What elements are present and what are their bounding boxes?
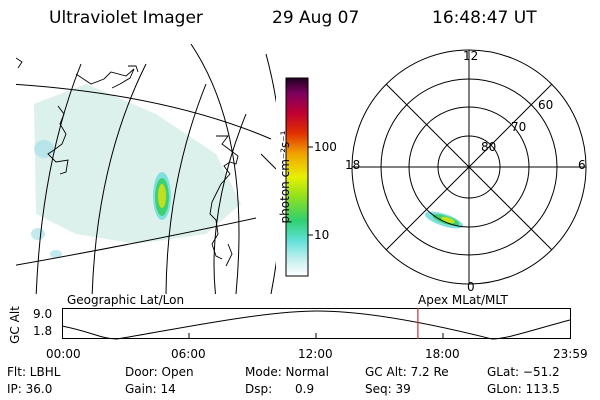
glat-label: GLat: −51.2 (487, 365, 560, 379)
timeline-y-axis-label: GC Alt (7, 306, 22, 344)
timeline-ytick-top: 9.0 (33, 307, 53, 321)
timeline-xtick-3: 18:00 (425, 347, 460, 361)
coverage-speckle (34, 84, 241, 244)
gc-alt-label: GC Alt: 7.2 Re (365, 365, 449, 379)
glon-label: GLon: 113.5 (487, 382, 560, 396)
date-label: 29 Aug 07 (272, 8, 360, 28)
time-label: 16:48:47 UT (432, 8, 537, 28)
geographic-map (16, 44, 276, 294)
aurora-spot (153, 172, 171, 220)
door-label: Door: Open (125, 365, 194, 379)
mlt-label-12: 12 (463, 49, 479, 63)
lat-label-60: 60 (538, 98, 554, 112)
mlt-label-0: 0 (467, 280, 475, 294)
ip-label: IP: 36.0 (7, 382, 53, 396)
timeline-left-title: Geographic Lat/Lon (67, 293, 185, 307)
mlt-label-18: 18 (345, 158, 361, 172)
lat-label-80: 80 (481, 140, 497, 154)
color-bar (285, 77, 313, 277)
colorbar-tick-10: 10 (314, 228, 330, 242)
timeline-xtick-4: 23:59 (553, 347, 588, 361)
timeline-xtick-2: 12:00 (298, 347, 333, 361)
mlt-label-6: 6 (578, 158, 586, 172)
timeline-right-title: Apex MLat/MLT (418, 293, 508, 307)
instrument-title: Ultraviolet Imager (49, 8, 203, 28)
polar-plot (351, 49, 587, 285)
filter-label: Flt: LBHL (7, 365, 61, 379)
timeline-xtick-0: 00:00 (46, 347, 81, 361)
dsp-label: Dsp: 0.9 (245, 382, 315, 396)
seq-label: Seq: 39 (365, 382, 411, 396)
colorbar-tick-100: 100 (314, 140, 337, 154)
timeline-xtick-1: 06:00 (171, 347, 206, 361)
lat-label-70: 70 (511, 120, 527, 134)
mode-label: Mode: Normal (245, 365, 329, 379)
timeline-plot (61, 308, 571, 340)
colorbar-unit-label: photon cm⁻²s⁻¹ (278, 130, 292, 224)
gain-label: Gain: 14 (125, 382, 176, 396)
timeline-ytick-bottom: 1.8 (33, 324, 53, 338)
